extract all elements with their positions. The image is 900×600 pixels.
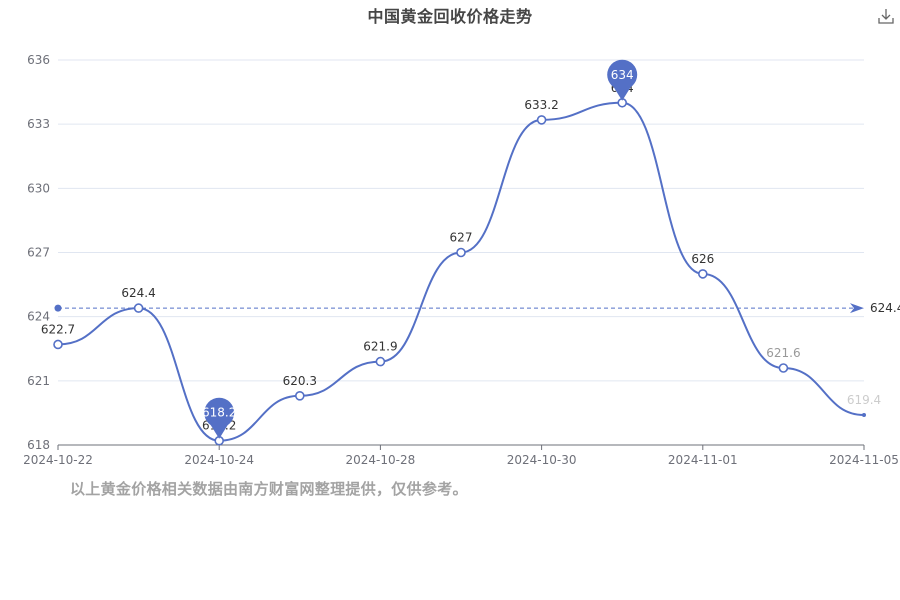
x-tick-labels: 2024-10-22 2024-10-24 2024-10-28 2024-10-30…	[23, 453, 899, 467]
mark-pin-max	[607, 59, 638, 90]
data-point	[862, 413, 866, 418]
data-point	[778, 363, 789, 373]
data-point	[133, 303, 144, 313]
data-point	[294, 391, 305, 401]
data-label: 620.3	[283, 374, 317, 388]
x-tick-label: 2024-11-01	[668, 453, 738, 467]
x-tick-label: 2024-10-22	[23, 453, 93, 467]
x-tick-label: 2024-10-28	[346, 453, 416, 467]
data-label: 621.6	[766, 346, 800, 360]
grid-lines	[58, 59, 864, 382]
y-tick-label: 621	[27, 374, 50, 388]
y-tick-label: 633	[27, 117, 50, 131]
data-label: 619.4	[847, 393, 881, 407]
average-line-label: 624.4	[870, 301, 900, 315]
data-point	[53, 339, 63, 350]
x-axis	[57, 444, 865, 450]
data-label: 624.4	[121, 286, 155, 300]
y-tick-label: 630	[27, 181, 50, 195]
y-tick-label: 624	[27, 310, 50, 324]
y-tick-label: 636	[27, 53, 50, 67]
data-label: 627	[450, 231, 473, 245]
x-tick-label: 2024-10-30	[507, 453, 577, 467]
data-point	[536, 115, 547, 125]
chart-title: 中国黄金回收价格走势	[367, 7, 533, 26]
mark-pin-min	[204, 397, 235, 428]
mark-points: 634 618.2	[202, 59, 638, 439]
data-label: 621.9	[363, 340, 397, 354]
download-icon[interactable]	[876, 6, 896, 26]
y-tick-label: 627	[27, 246, 50, 260]
data-label: 633.2	[524, 98, 558, 112]
data-point	[375, 356, 386, 367]
series-line	[57, 101, 865, 442]
average-line-arrow	[850, 303, 864, 314]
data-point	[697, 269, 708, 279]
x-tick-label: 2024-10-24	[184, 453, 254, 467]
mark-pin-label: 618.2	[202, 406, 236, 420]
mark-pin-label: 634	[611, 68, 634, 82]
series-line-group	[57, 101, 865, 442]
data-points	[53, 97, 866, 446]
data-label: 626	[691, 252, 714, 266]
y-axis: 618 621 624 627 630 633 636	[27, 53, 50, 452]
footnote: 以上黄金价格相关数据由南方财富网整理提供，仅供参考。	[70, 480, 468, 498]
average-line-group: 624.4	[54, 301, 900, 315]
y-tick-label: 618	[27, 438, 50, 452]
data-label: 622.7	[41, 322, 75, 336]
data-point	[456, 247, 466, 258]
x-tick-label: 2024-11-05	[829, 453, 899, 467]
